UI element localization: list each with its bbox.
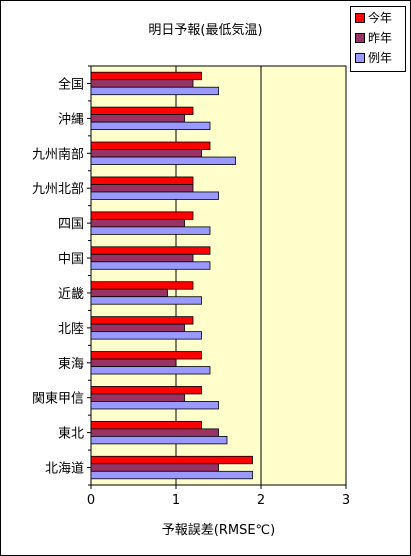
- y-tick-label-0: 全国: [58, 76, 84, 92]
- bar-10-2: [90, 435, 228, 445]
- y-tick-label-6: 近畿: [58, 287, 84, 302]
- bar-6-1: [90, 288, 168, 298]
- bar-1-1: [90, 114, 185, 123]
- bar-6-2: [90, 296, 202, 305]
- bar-4-1: [90, 218, 185, 228]
- bar-7-2: [90, 331, 202, 340]
- y-tick-label-1: 沖縄: [58, 112, 84, 127]
- bar-3-2: [90, 191, 219, 200]
- bar-5-1: [90, 253, 194, 263]
- chart-title: 明日予報(最低気温): [148, 23, 263, 38]
- bar-3-1: [90, 184, 194, 193]
- legend-swatch-series-0: [355, 12, 365, 23]
- bar-0-2: [90, 86, 219, 96]
- x-axis-label: 予報誤差(RMSE℃): [161, 523, 276, 538]
- bar-6-0: [90, 281, 194, 290]
- bar-4-2: [90, 226, 211, 235]
- bar-7-1: [90, 323, 185, 333]
- plot-area: [90, 65, 347, 486]
- bar-0-1: [90, 79, 194, 88]
- y-tick-label-8: 東海: [58, 356, 84, 372]
- y-tick-label-3: 九州北部: [32, 182, 84, 197]
- y-tick-label-10: 東北: [58, 426, 84, 442]
- bar-7-0: [90, 316, 194, 325]
- bar-9-2: [90, 401, 219, 410]
- legend-label-series-2: 例年: [368, 51, 393, 65]
- bar-2-2: [90, 156, 236, 165]
- bar-9-1: [90, 393, 185, 402]
- legend-item-series-0: 今年: [355, 9, 392, 27]
- bar-11-0: [90, 455, 253, 465]
- legend-label-series-1: 昨年: [368, 31, 393, 45]
- bar-5-0: [90, 246, 211, 255]
- y-tick-label-11: 北海道: [45, 462, 84, 477]
- y-tick-label-9: 関東甲信: [32, 391, 84, 407]
- bar-9-0: [90, 386, 202, 395]
- bar-10-1: [90, 428, 219, 437]
- x-tick-label-0: 0: [87, 493, 95, 508]
- legend-item-series-1: 昨年: [355, 29, 392, 47]
- y-tick-label-7: 北陸: [58, 321, 84, 337]
- bar-4-0: [90, 211, 194, 220]
- bar-10-0: [90, 420, 202, 430]
- legend: 今年 昨年 例年: [350, 6, 406, 72]
- bar-3-0: [90, 176, 194, 185]
- bar-8-0: [90, 351, 202, 360]
- legend-item-series-2: 例年: [355, 49, 392, 67]
- bar-1-0: [90, 106, 194, 116]
- x-tick-label-1: 1: [172, 493, 180, 508]
- bar-0-0: [90, 71, 202, 81]
- bar-1-2: [90, 121, 211, 131]
- y-tick-label-2: 九州南部: [32, 146, 84, 162]
- bar-2-1: [90, 149, 202, 158]
- x-tick-label-3: 3: [342, 493, 350, 508]
- bar-5-2: [90, 261, 211, 270]
- y-tick-label-5: 中国: [58, 252, 84, 267]
- legend-label-series-0: 今年: [368, 11, 393, 25]
- legend-swatch-series-2: [355, 52, 365, 63]
- bar-11-2: [90, 470, 253, 480]
- legend-swatch-series-1: [355, 32, 365, 43]
- bar-11-1: [90, 463, 219, 472]
- x-tick-label-2: 2: [257, 493, 265, 508]
- bar-8-1: [90, 358, 177, 367]
- bar-8-2: [90, 366, 211, 375]
- bar-2-0: [90, 141, 211, 150]
- y-tick-label-4: 四国: [58, 217, 84, 232]
